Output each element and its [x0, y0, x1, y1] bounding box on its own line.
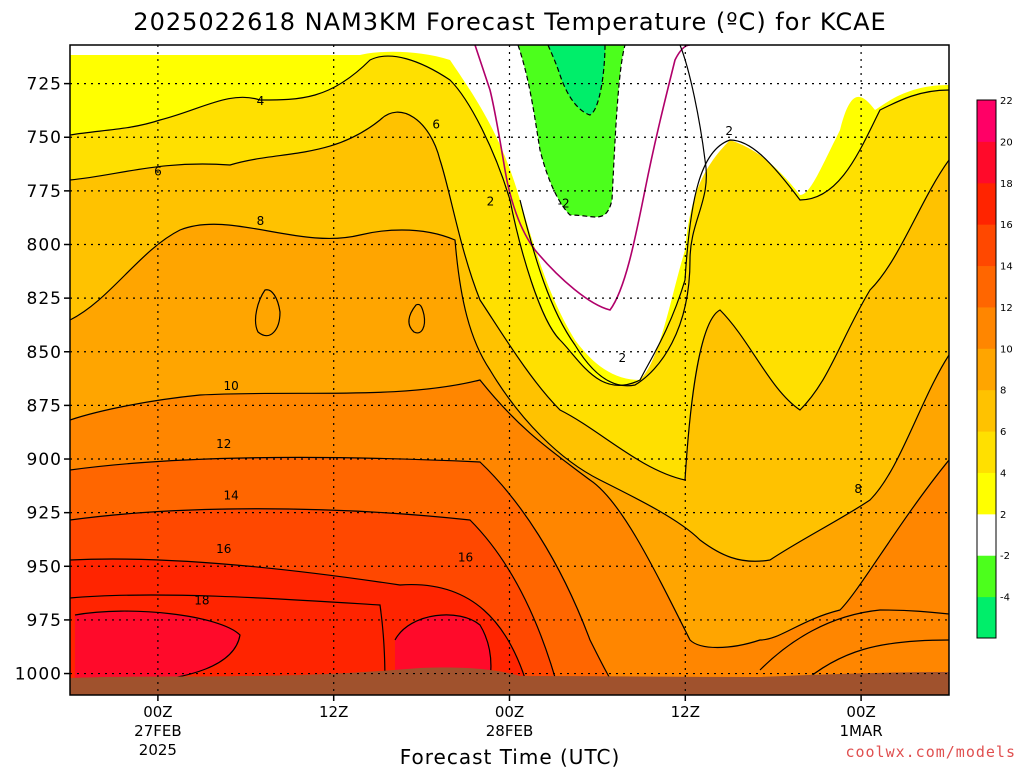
colorbar-swatch-3: [977, 472, 996, 515]
contour-label-14: 8: [854, 482, 862, 496]
contour-label-3: 8: [257, 214, 265, 228]
x-tick-date-2: 28FEB: [486, 722, 533, 740]
contour-label-6: 2: [725, 124, 733, 138]
colorbar-swatch-11: [977, 141, 996, 184]
colorbar-label-2: 2: [1000, 510, 1006, 521]
band-neutral-2: [70, 45, 949, 380]
colorbar-label-3: 4: [1000, 468, 1006, 479]
contour-label-9: 12: [216, 437, 231, 451]
colorbar-label-1: -2: [1000, 551, 1010, 562]
freezing-line-left: [474, 45, 691, 311]
y-tick-label-875: 875: [27, 396, 62, 416]
contour-20-right: [394, 614, 492, 681]
contour-label-4: 2: [487, 195, 495, 209]
contour-20-left: [74, 610, 241, 683]
band-cold-minus4: [548, 45, 605, 115]
x-tick-year-0: 2025: [139, 741, 177, 759]
contour-label-1: 6: [432, 117, 440, 131]
colorbar-frame: [976, 99, 997, 639]
y-axis: 725 750 775 800 825 850 875 900 925 950 975 1000: [15, 75, 70, 685]
x-tick-label-4: 00Z: [846, 703, 875, 721]
x-tick-label-2: 00Z: [495, 703, 524, 721]
colorbar-label-10: 18: [1000, 179, 1013, 190]
x-tick-label-3: 12Z: [671, 703, 700, 721]
contour-12-right: [759, 609, 949, 671]
contour-label-7: 2: [618, 351, 626, 365]
colorbar-label-5: 8: [1000, 386, 1006, 397]
y-tick-label-900: 900: [27, 450, 62, 470]
colorbar-label-12: 22: [1000, 96, 1013, 107]
x-tick-date-4: 1MAR: [840, 722, 883, 740]
x-axis-label: Forecast Time (UTC): [400, 745, 621, 768]
contour-label-5: -2: [558, 197, 570, 211]
contour-label-12: 16: [458, 551, 473, 565]
colorbar-label-9: 16: [1000, 220, 1013, 231]
y-tick-label-975: 975: [27, 611, 62, 631]
plot-area: [70, 45, 949, 695]
contour-small-loop-1: [254, 289, 281, 337]
contour-10: [70, 379, 949, 649]
contour-12: [70, 456, 621, 695]
contour-16: [70, 558, 531, 695]
colorbar-label-0: -4: [1000, 593, 1010, 604]
x-tick-date-0: 27FEB: [134, 722, 181, 740]
colorbar: -4 -2 2 4 6 8 10 12 14 16 18 20 22: [976, 96, 1013, 639]
y-tick-label-1000: 1000: [15, 665, 62, 685]
y-tick-label-825: 825: [27, 289, 62, 309]
colorbar-label-4: 6: [1000, 427, 1006, 438]
contour-14: [70, 508, 561, 695]
colorbar-label-6: 10: [1000, 344, 1013, 355]
colorbar-label-7: 12: [1000, 303, 1013, 314]
contour-2: [519, 45, 707, 387]
contour-label-2: 6: [154, 165, 162, 179]
contour-8: [70, 223, 949, 562]
contour-small-loop-2: [408, 303, 426, 334]
contour-label-10: 14: [224, 488, 239, 502]
band-warm-20: [75, 611, 240, 682]
y-tick-label-850: 850: [27, 343, 62, 363]
colorbar-swatch-8: [977, 265, 996, 308]
y-tick-label-925: 925: [27, 504, 62, 524]
colorbar-swatch-4: [977, 431, 996, 473]
y-tick-label-950: 950: [27, 557, 62, 577]
colorbar-swatch-12: [977, 100, 996, 142]
colorbar-swatch-0: [977, 596, 996, 639]
colorbar-swatch-5: [977, 389, 996, 432]
colorbar-label-8: 14: [1000, 262, 1013, 273]
contour-label-13: 18: [194, 594, 209, 608]
contour-minus2: [517, 45, 626, 218]
colorbar-swatch-1: [977, 555, 996, 598]
credit-text: coolwx.com/models: [845, 743, 1016, 761]
contour-labels: 4 6 6 8 2 -2 2 2 10 12 14 16 16 18 8: [154, 94, 862, 608]
y-tick-label-725: 725: [27, 75, 62, 95]
y-tick-label-750: 750: [27, 128, 62, 148]
colorbar-swatch-9: [977, 224, 996, 267]
y-tick-label-775: 775: [27, 182, 62, 202]
contour-18: [70, 594, 386, 691]
contour-label-8: 10: [224, 379, 239, 393]
colorbar-label-11: 20: [1000, 137, 1013, 148]
colorbar-swatch-2: [977, 513, 996, 556]
x-tick-label-0: 00Z: [143, 703, 172, 721]
contour-6: [70, 111, 949, 481]
contour-label-0: 4: [257, 94, 265, 108]
colorbar-swatch-7: [977, 306, 996, 349]
terrain: [70, 667, 949, 695]
chart-title: 2025022618 NAM3KM Forecast Temperature (…: [133, 8, 886, 36]
colorbar-swatch-6: [977, 348, 996, 391]
contour-label-11: 16: [216, 542, 231, 556]
colorbar-swatch-10: [977, 182, 996, 225]
contour-4: [70, 55, 949, 387]
band-warm-20b: [395, 614, 491, 680]
y-tick-label-800: 800: [27, 236, 62, 256]
x-tick-label-1: 12Z: [319, 703, 348, 721]
